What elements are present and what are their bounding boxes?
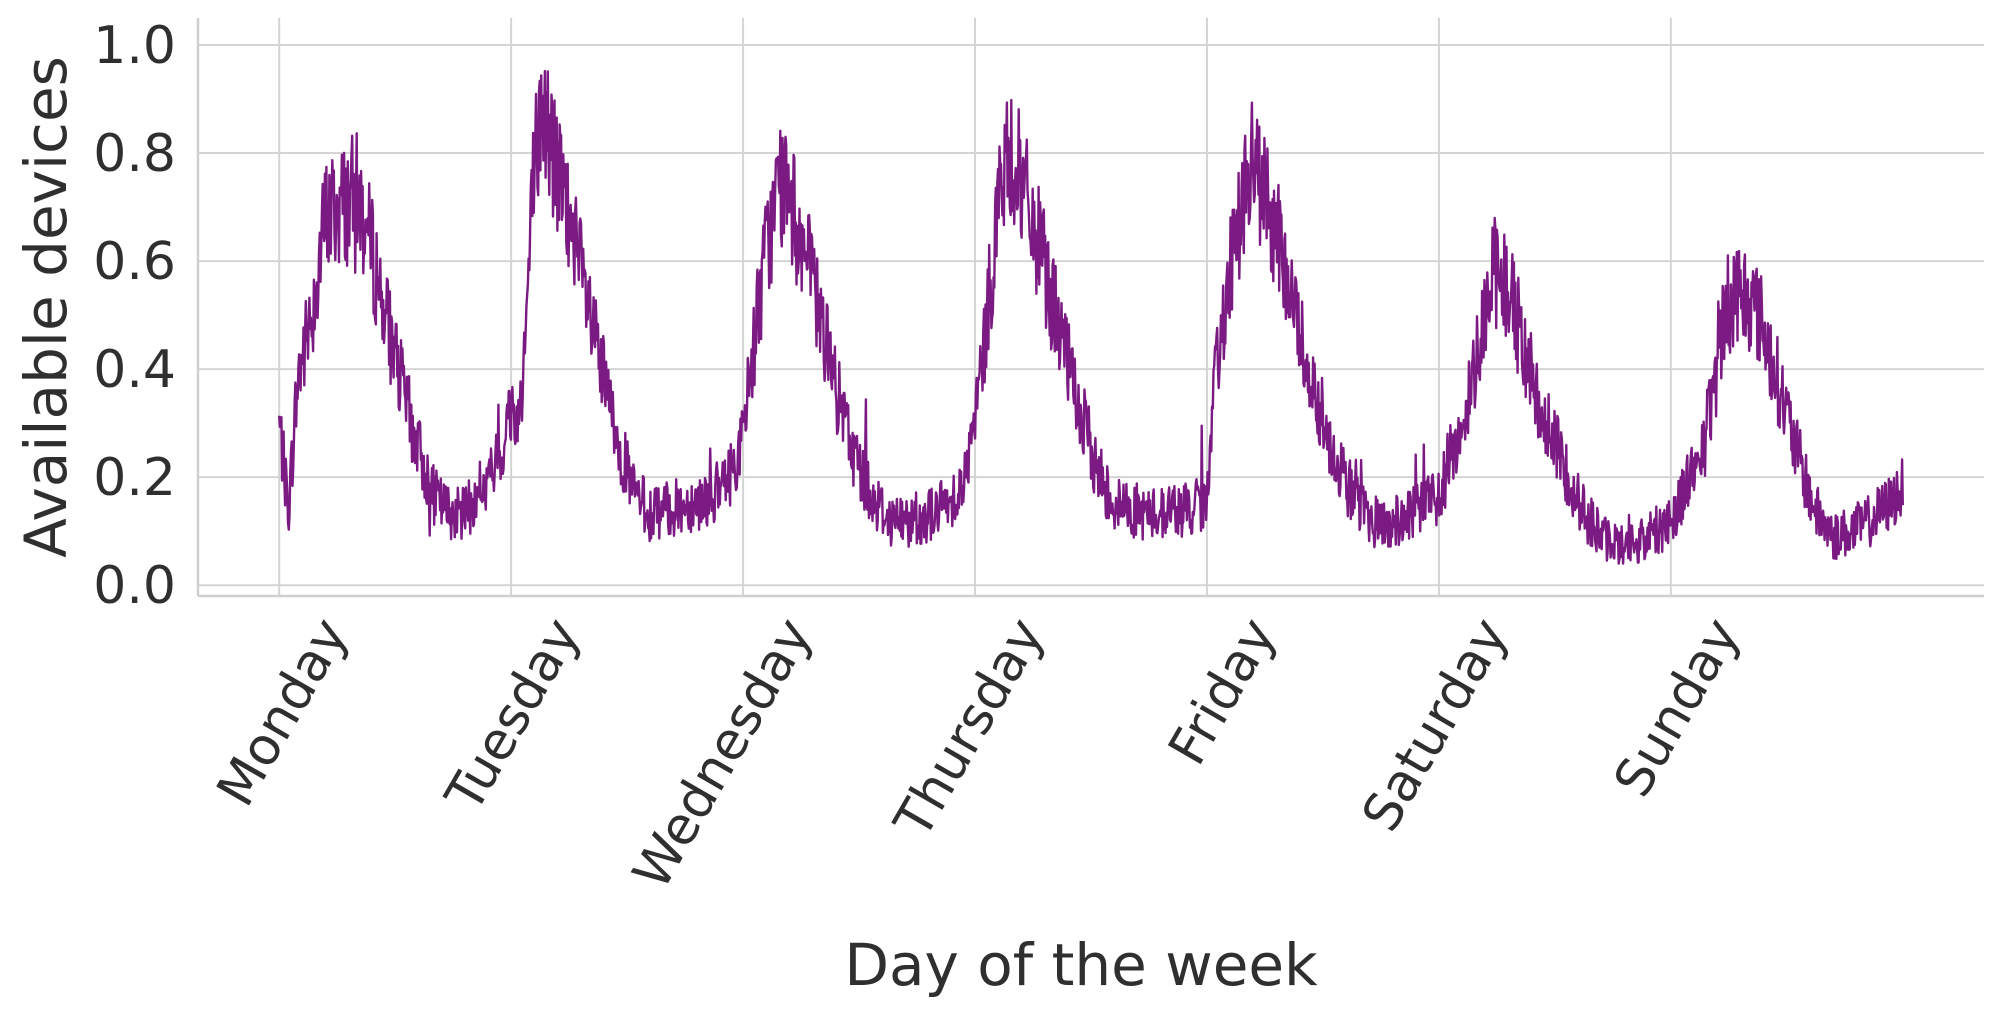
x-tick-label: Friday bbox=[1157, 609, 1288, 775]
y-tick-label: 0.0 bbox=[93, 556, 176, 616]
x-tick-label: Tuesday bbox=[434, 609, 592, 823]
x-tick-label: Monday bbox=[206, 609, 361, 817]
x-tick-label: Wednesday bbox=[622, 608, 824, 899]
x-tick-label: Thursday bbox=[883, 609, 1056, 849]
series-layer bbox=[278, 69, 1904, 565]
x-tick-label: Saturday bbox=[1351, 609, 1520, 842]
y-tick-label: 0.8 bbox=[93, 124, 176, 184]
series-line bbox=[278, 69, 1904, 565]
tick-labels: 0.0 0.2 0.4 0.6 0.8 1.0 Monday Tuesday Wednesday… bbox=[93, 16, 1752, 899]
y-tick-label: 0.4 bbox=[93, 340, 176, 400]
y-tick-label: 0.6 bbox=[93, 232, 176, 292]
x-axis-label: Day of the week bbox=[844, 931, 1318, 999]
axes bbox=[196, 18, 1984, 598]
y-tick-label: 0.2 bbox=[93, 448, 176, 508]
y-tick-label: 1.0 bbox=[93, 16, 176, 76]
x-tick-label: Sunday bbox=[1603, 609, 1752, 808]
y-axis-label: Available devices bbox=[12, 56, 80, 558]
